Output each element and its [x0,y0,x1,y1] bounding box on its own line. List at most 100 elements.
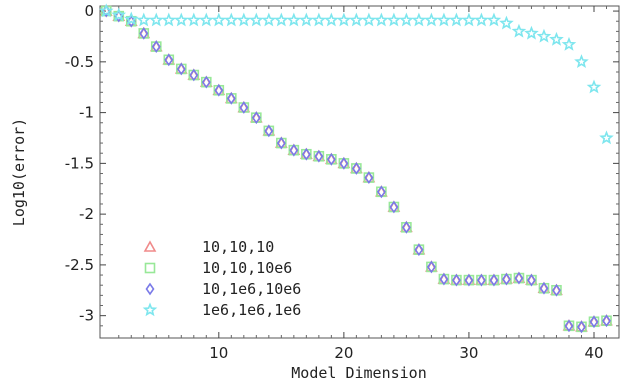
data-point [549,31,564,46]
y-tick-label: 0 [84,2,94,20]
data-point [561,36,577,51]
data-point [536,28,552,43]
data-point [426,260,436,274]
data-point [114,9,124,23]
x-axis-title: Model Dimension [291,364,426,382]
data-point [226,91,236,105]
y-axis-title: Log10(error) [10,118,28,226]
y-tick-label: -2.5 [65,256,94,274]
data-point [276,136,286,150]
data-point [111,7,127,22]
x-tick-label: 10 [209,344,228,362]
data-point [299,12,314,27]
data-point [486,12,502,27]
data-point [524,25,539,40]
data-point [424,12,439,27]
data-point [339,156,349,170]
data-point [186,12,202,27]
data-markers [98,3,614,334]
x-tick-label: 40 [584,344,603,362]
data-point [489,273,499,287]
y-tick-label: -1.5 [65,154,94,172]
data-point [139,27,149,40]
series-4 [98,3,614,145]
legend-marker [144,262,156,274]
data-point [564,319,574,333]
data-point [189,68,199,82]
data-point [274,12,289,27]
legend: 10,10,10 10,10,10e6 10,1e6,10e6 1e6,1e6,1e6 [142,238,301,319]
data-point [539,281,549,295]
y-tick-label: -3 [79,307,94,325]
data-point [351,162,361,175]
data-point [236,12,252,27]
legend-label: 10,1e6,10e6 [202,280,301,298]
data-point [314,149,324,163]
data-point [389,200,399,214]
data-point [499,15,514,30]
data-point [602,314,611,328]
data-point [289,143,299,157]
data-point [514,271,524,285]
data-point [336,12,352,27]
legend-label: 10,10,10 [202,238,274,256]
data-point [464,273,474,287]
data-point [164,53,174,67]
data-point [136,12,152,27]
legend-label: 10,10,10e6 [202,259,292,277]
data-point [401,220,411,234]
y-tick-label: -2 [79,205,94,223]
x-tick-label: 30 [459,344,478,362]
data-point [349,12,364,27]
data-point [239,101,249,114]
legend-item: 10,10,10e6 [144,259,292,277]
data-point [501,272,511,286]
data-point [151,40,161,54]
series-1 [99,4,613,332]
series-2 [100,5,612,333]
data-point [98,3,114,18]
legend-marker [142,302,158,317]
data-point [199,12,214,27]
data-point [201,75,211,89]
data-point [577,320,586,334]
data-point [451,273,461,287]
data-point [551,283,561,297]
data-point [414,243,424,257]
data-point [574,54,589,69]
data-point [589,315,599,329]
data-point [511,23,527,38]
data-point [123,11,139,26]
data-point [301,147,311,161]
data-point [148,12,164,27]
data-point [286,12,302,27]
data-point [526,273,536,287]
data-point [161,12,177,27]
data-point [211,12,227,27]
data-point [249,12,264,27]
data-point [361,12,377,27]
data-point [386,12,402,27]
data-point [374,12,389,27]
data-point [251,111,261,125]
data-point [586,79,602,94]
data-point [376,185,386,199]
data-point [224,12,239,27]
data-point [214,83,224,97]
data-point [176,62,186,76]
legend-item: 10,10,10 [143,238,274,256]
data-point [364,171,374,184]
y-tick-label: -0.5 [65,53,94,71]
data-point [476,273,486,287]
legend-label: 1e6,1e6,1e6 [202,301,301,319]
data-point [264,124,274,138]
legend-marker [145,282,155,296]
data-point [439,272,449,286]
series-3 [101,4,611,334]
data-point [474,12,489,27]
data-point [324,12,339,27]
data-point [173,12,189,27]
x-tick-label: 20 [334,344,353,362]
data-point [436,12,452,27]
